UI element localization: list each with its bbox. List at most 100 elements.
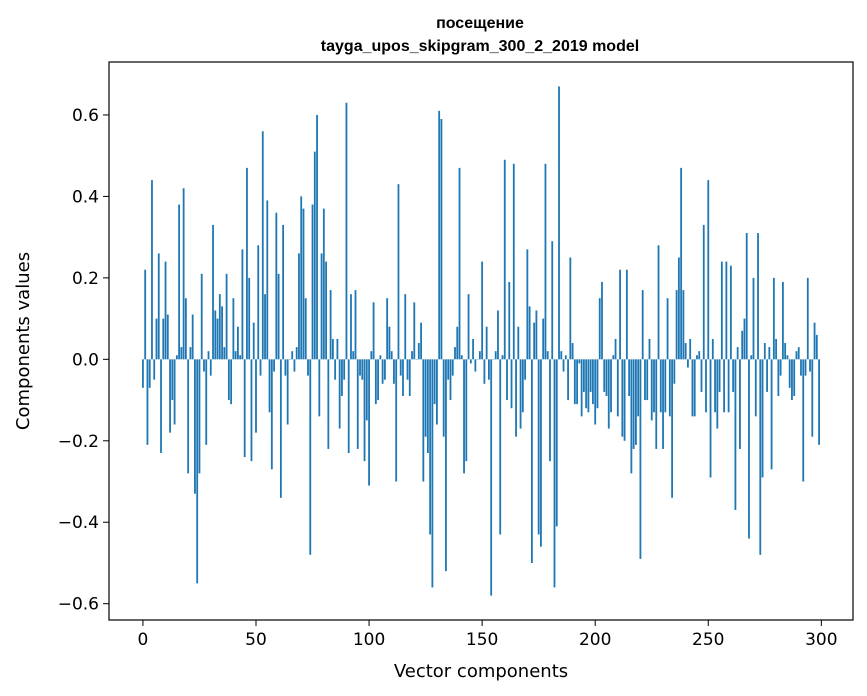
bar-component-122 [417, 343, 420, 360]
bar-component-201 [596, 359, 599, 409]
bar-component-111 [393, 359, 395, 384]
bar-component-97 [361, 359, 364, 380]
bar-component-196 [585, 359, 588, 409]
bar-component-293 [804, 359, 807, 376]
bar-component-291 [800, 359, 802, 376]
bar-component-234 [671, 359, 673, 498]
bar-component-217 [632, 359, 635, 449]
bar-component-280 [775, 338, 778, 360]
bar-component-103 [374, 359, 377, 405]
bar-component-200 [594, 359, 597, 425]
bar-component-233 [668, 359, 671, 417]
bar-component-244 [693, 359, 696, 417]
bar-component-190 [571, 343, 574, 360]
bar-component-240 [684, 343, 687, 360]
bar-component-149 [478, 351, 481, 360]
bar-component-62 [282, 224, 285, 360]
bar-component-136 [449, 359, 452, 401]
x-axis-ticks: 0 50 100 150 200 250 300 [138, 620, 838, 650]
bar-component-58 [273, 359, 275, 372]
bar-component-249 [705, 359, 707, 413]
y-axis-label: Components values [13, 252, 34, 430]
bar-component-231 [664, 359, 667, 413]
bar-component-43 [239, 355, 242, 360]
bar-component-12 [169, 359, 171, 433]
bar-component-8 [160, 359, 162, 454]
bar-component-177 [542, 318, 545, 360]
bar-component-194 [580, 359, 583, 417]
bar-component-33 [216, 318, 219, 360]
bar-component-267 [745, 233, 748, 360]
y-tick-label: −0.4 [58, 513, 99, 533]
bar-component-96 [359, 359, 361, 376]
bar-component-225 [650, 359, 653, 421]
bar-component-100 [368, 359, 370, 486]
bar-component-95 [356, 359, 359, 449]
bar-component-257 [723, 359, 726, 413]
bar-component-24 [196, 359, 199, 584]
bar-component-11 [166, 314, 169, 360]
bar-component-209 [614, 338, 617, 360]
bar-component-261 [732, 359, 735, 392]
bar-component-171 [528, 306, 531, 360]
bar-component-281 [777, 359, 780, 396]
bar-component-41 [234, 351, 237, 360]
bar-component-10 [164, 261, 167, 360]
bar-component-241 [687, 359, 689, 368]
bar-component-157 [497, 310, 499, 360]
bar-component-66 [291, 351, 294, 360]
bar-component-36 [223, 347, 226, 360]
bar-component-287 [791, 359, 793, 401]
bar-component-132 [440, 119, 443, 360]
bar-component-176 [540, 359, 542, 547]
bar-component-227 [655, 359, 658, 449]
bar-component-30 [209, 359, 212, 376]
bar-component-112 [395, 359, 398, 482]
bar-component-275 [763, 343, 766, 360]
bar-component-274 [761, 359, 764, 478]
x-tick-label: 50 [245, 630, 267, 650]
bar-component-182 [553, 359, 556, 588]
bar-component-160 [503, 159, 506, 360]
bar-component-23 [194, 359, 196, 494]
bar-component-85 [334, 359, 337, 380]
bar-component-50 [255, 359, 257, 433]
bar-component-226 [653, 359, 655, 413]
y-tick-label: 0.4 [72, 187, 99, 207]
bar-component-236 [675, 290, 678, 360]
bar-component-115 [402, 359, 404, 396]
bar-component-296 [811, 359, 814, 437]
bar-component-70 [300, 196, 303, 360]
bar-component-129 [433, 359, 436, 405]
bar-component-222 [644, 359, 646, 401]
bar-component-229 [659, 359, 662, 413]
bar-component-283 [781, 281, 784, 360]
bar-component-195 [582, 359, 585, 392]
bar-component-153 [488, 359, 490, 380]
bar-component-79 [320, 253, 323, 360]
bar-component-29 [207, 351, 210, 360]
bar-component-197 [587, 359, 590, 413]
bar-component-55 [266, 200, 269, 360]
bar-component-297 [813, 322, 816, 360]
bar-component-216 [630, 359, 633, 474]
bar-component-246 [698, 351, 701, 360]
bar-component-105 [379, 355, 382, 360]
bar-component-38 [227, 359, 230, 401]
bar-component-218 [635, 359, 637, 445]
bar-component-31 [212, 224, 214, 360]
bar-component-260 [729, 265, 732, 360]
bar-component-124 [422, 359, 425, 482]
bar-component-1 [144, 269, 147, 360]
bar-component-68 [295, 347, 298, 360]
bar-component-82 [327, 359, 330, 449]
bar-component-56 [268, 359, 271, 413]
bar-component-91 [347, 359, 350, 454]
bar-component-259 [727, 359, 730, 413]
bar-component-230 [662, 359, 664, 449]
bar-component-210 [616, 359, 619, 417]
bar-component-299 [818, 359, 820, 445]
bar-component-75 [311, 204, 314, 360]
bar-component-64 [286, 359, 289, 425]
bar-component-276 [766, 359, 768, 392]
